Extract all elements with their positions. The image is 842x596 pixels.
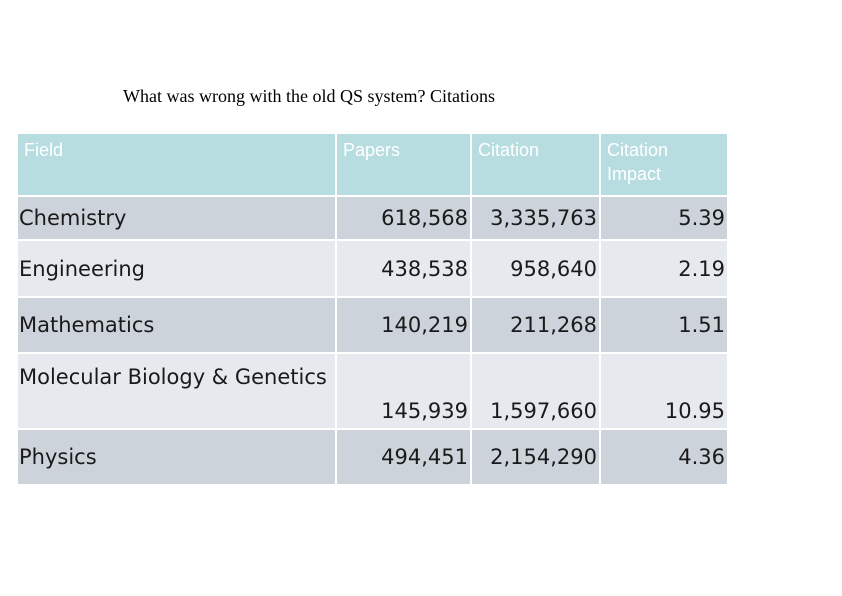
header-field: Field [18, 134, 335, 195]
header-citation-impact: Citation Impact [601, 134, 727, 195]
table-row-field: Molecular Biology & Genetics [18, 354, 335, 428]
table-row-citation: 3,335,763 [472, 197, 599, 239]
citations-table: Field Papers Citation Citation Impact Ch… [18, 134, 727, 486]
table-row-impact: 4.36 [601, 430, 727, 484]
table-row-citation: 958,640 [472, 241, 599, 296]
table-row-papers: 618,568 [337, 197, 470, 239]
table-row-papers: 494,451 [337, 430, 470, 484]
table-row-papers: 140,219 [337, 298, 470, 352]
table-row-impact: 1.51 [601, 298, 727, 352]
table-row-papers: 438,538 [337, 241, 470, 296]
table-row-field: Engineering [18, 241, 335, 296]
header-citation: Citation [472, 134, 599, 195]
table-row-impact: 10.95 [601, 354, 727, 428]
page-title: What was wrong with the old QS system? C… [123, 86, 495, 106]
table-row-papers: 145,939 [337, 354, 470, 428]
table-row-field: Physics [18, 430, 335, 484]
table-row-citation: 1,597,660 [472, 354, 599, 428]
table-row-field: Mathematics [18, 298, 335, 352]
table-row-impact: 5.39 [601, 197, 727, 239]
table-row-field: Chemistry [18, 197, 335, 239]
table-row-citation: 2,154,290 [472, 430, 599, 484]
table-row-citation: 211,268 [472, 298, 599, 352]
header-papers: Papers [337, 134, 470, 195]
table-row-impact: 2.19 [601, 241, 727, 296]
